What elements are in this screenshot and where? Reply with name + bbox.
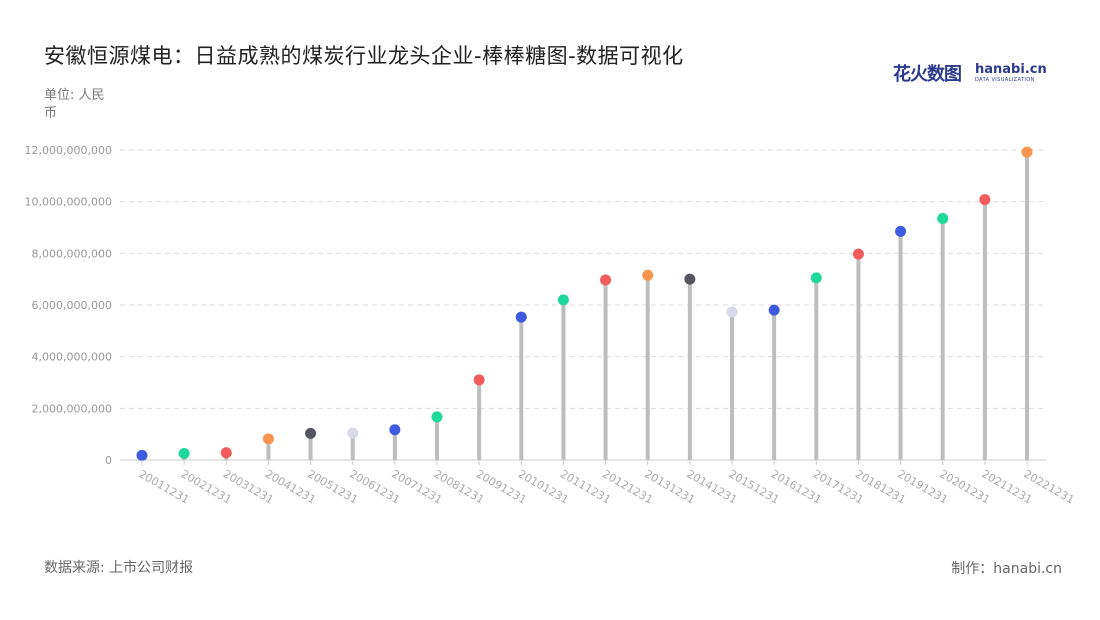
lollipop-dot[interactable]: [979, 194, 991, 206]
lollipop-dot[interactable]: [262, 433, 274, 445]
dots: [136, 146, 1033, 461]
lollipop-dot[interactable]: [389, 424, 401, 436]
y-tick-label: 12,000,000,000: [25, 144, 112, 157]
lollipop-dot[interactable]: [852, 248, 864, 260]
unit-label: 单位: 人民币: [44, 88, 105, 121]
lollipop-dot[interactable]: [347, 427, 359, 439]
lollipop-dot[interactable]: [220, 447, 232, 459]
credit-text: 制作：hanabi.cn: [951, 561, 1062, 577]
lollipop-dot[interactable]: [473, 374, 485, 386]
y-tick-label: 8,000,000,000: [32, 247, 112, 260]
y-tick-label: 10,000,000,000: [25, 196, 112, 209]
lollipop-dot[interactable]: [810, 272, 822, 284]
chart-title: 安徽恒源煤电：日益成熟的煤炭行业龙头企业-棒棒糖图-数据可视化: [44, 44, 684, 68]
lollipop-dot[interactable]: [305, 427, 317, 439]
brand-logo[interactable]: 花火数图 hanabi.cn DATA VISUALIZATION: [893, 60, 1047, 86]
logo-cn-text: 花火数图: [893, 64, 962, 85]
stems: [140, 152, 1029, 460]
logo-sub-text: DATA VISUALIZATION: [975, 77, 1035, 83]
lollipop-dot[interactable]: [136, 449, 148, 461]
y-tick-label: 6,000,000,000: [32, 299, 112, 312]
y-axis: 0 2,000,000,000 4,000,000,000 6,000,000,000…: [25, 144, 112, 467]
logo-en-text: hanabi.cn: [975, 62, 1047, 77]
lollipop-dot[interactable]: [895, 225, 907, 237]
grid-layer: [120, 149, 1046, 461]
lollipop-dot[interactable]: [937, 212, 949, 224]
y-tick-label: 0: [105, 454, 112, 467]
lollipop-dot[interactable]: [768, 304, 780, 316]
lollipop-dot[interactable]: [600, 274, 612, 286]
x-axis: 2001123120021231200312312004123120051231…: [137, 460, 1076, 507]
lollipop-dot[interactable]: [726, 306, 738, 318]
lollipop-dot[interactable]: [431, 411, 443, 423]
lollipop-dot[interactable]: [684, 273, 696, 285]
y-tick-label: 2,000,000,000: [32, 402, 112, 415]
data-source: 数据来源: 上市公司财报: [44, 560, 194, 576]
lollipop-dot[interactable]: [1021, 146, 1033, 158]
lollipop-dot[interactable]: [515, 311, 527, 323]
lollipop-dot[interactable]: [642, 269, 654, 281]
lollipop-dot[interactable]: [557, 294, 569, 306]
y-tick-label: 4,000,000,000: [32, 351, 112, 364]
lollipop-dot[interactable]: [178, 448, 190, 460]
